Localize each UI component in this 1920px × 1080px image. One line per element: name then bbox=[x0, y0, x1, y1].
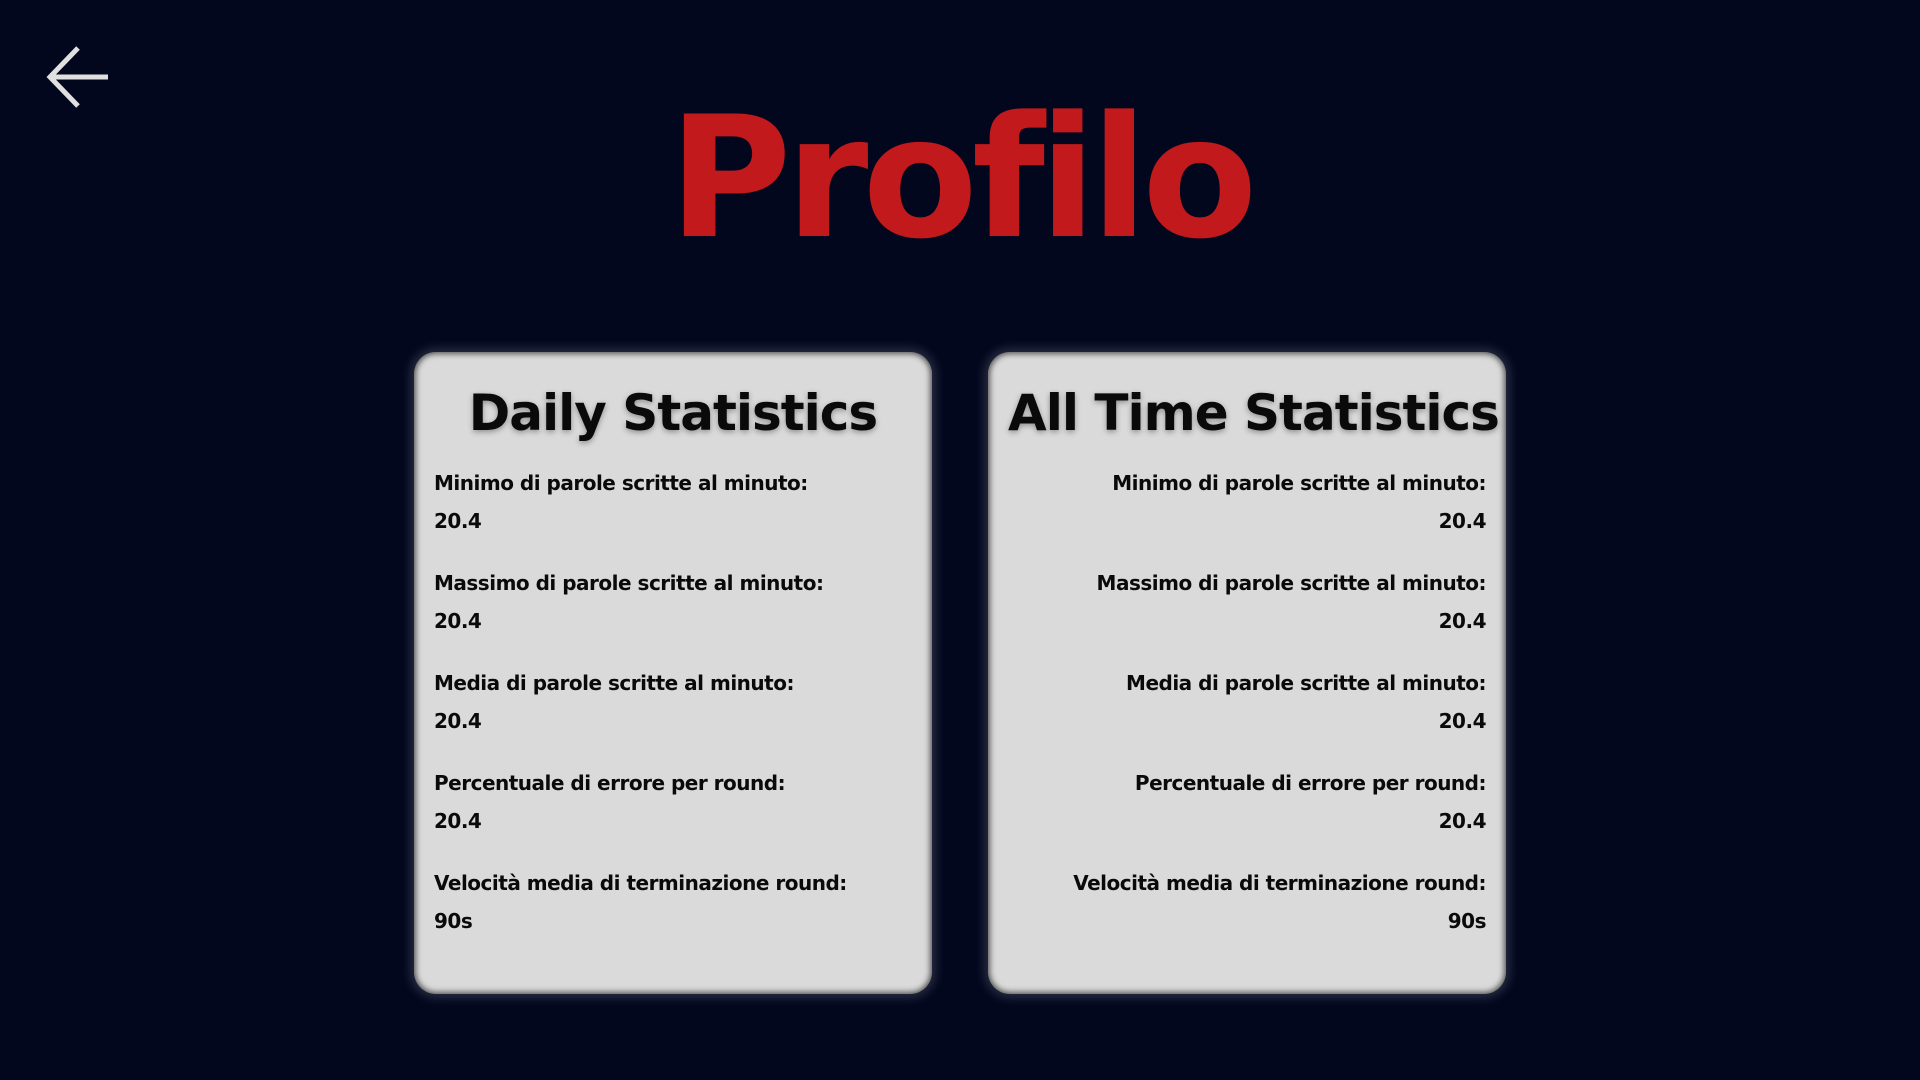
stat-label: Media di parole scritte al minuto: bbox=[434, 671, 794, 695]
page-title: Profilo bbox=[668, 80, 1257, 276]
daily-stat-max-wpm: Massimo di parole scritte al minuto: 20.… bbox=[434, 564, 912, 640]
stat-label: Percentuale di errore per round: bbox=[1134, 771, 1487, 795]
daily-statistics-title: Daily Statistics bbox=[468, 384, 878, 442]
stat-label: Velocità media di terminazione round: bbox=[434, 871, 847, 895]
stat-label: Minimo di parole scritte al minuto: bbox=[1112, 471, 1486, 495]
all-time-stat-avg-wpm: Media di parole scritte al minuto: 20.4 bbox=[1008, 664, 1486, 740]
all-time-stat-error-rate: Percentuale di errore per round: 20.4 bbox=[1008, 764, 1487, 840]
stat-label: Velocità media di terminazione round: bbox=[1073, 871, 1486, 895]
stat-label: Massimo di parole scritte al minuto: bbox=[434, 571, 824, 595]
daily-stat-error-rate: Percentuale di errore per round: 20.4 bbox=[434, 764, 912, 840]
stat-value: 20.4 bbox=[434, 709, 482, 733]
daily-stat-min-wpm: Minimo di parole scritte al minuto: 20.4 bbox=[434, 464, 912, 540]
stat-value: 20.4 bbox=[434, 809, 482, 833]
all-time-stat-avg-completion-speed: Velocità media di terminazione round: 90… bbox=[1008, 864, 1486, 940]
back-button[interactable] bbox=[40, 40, 114, 114]
daily-stat-avg-completion-speed: Velocità media di terminazione round: 90… bbox=[434, 864, 912, 940]
arrow-left-icon bbox=[46, 46, 108, 108]
stat-label: Percentuale di errore per round: bbox=[434, 771, 786, 795]
all-time-stat-min-wpm: Minimo di parole scritte al minuto: 20.4 bbox=[1008, 464, 1486, 540]
all-time-stat-max-wpm: Massimo di parole scritte al minuto: 20.… bbox=[1008, 564, 1487, 640]
stat-value: 20.4 bbox=[1438, 709, 1487, 733]
stat-value: 20.4 bbox=[1438, 609, 1487, 633]
daily-stat-avg-wpm: Media di parole scritte al minuto: 20.4 bbox=[434, 664, 912, 740]
stat-value: 90s bbox=[1447, 909, 1487, 933]
stat-value: 20.4 bbox=[434, 609, 482, 633]
daily-statistics-card: Daily Statistics Minimo di parole scritt… bbox=[414, 352, 932, 994]
stat-label: Minimo di parole scritte al minuto: bbox=[434, 471, 808, 495]
all-time-statistics-title: All Time Statistics bbox=[1008, 384, 1500, 442]
stat-value: 20.4 bbox=[1438, 809, 1487, 833]
stat-value: 20.4 bbox=[434, 509, 482, 533]
stat-label: Massimo di parole scritte al minuto: bbox=[1096, 571, 1487, 595]
stat-value: 20.4 bbox=[1438, 509, 1487, 533]
stat-value: 90s bbox=[434, 909, 473, 933]
stat-label: Media di parole scritte al minuto: bbox=[1126, 671, 1486, 695]
all-time-statistics-card: All Time Statistics Minimo di parole scr… bbox=[988, 352, 1506, 994]
